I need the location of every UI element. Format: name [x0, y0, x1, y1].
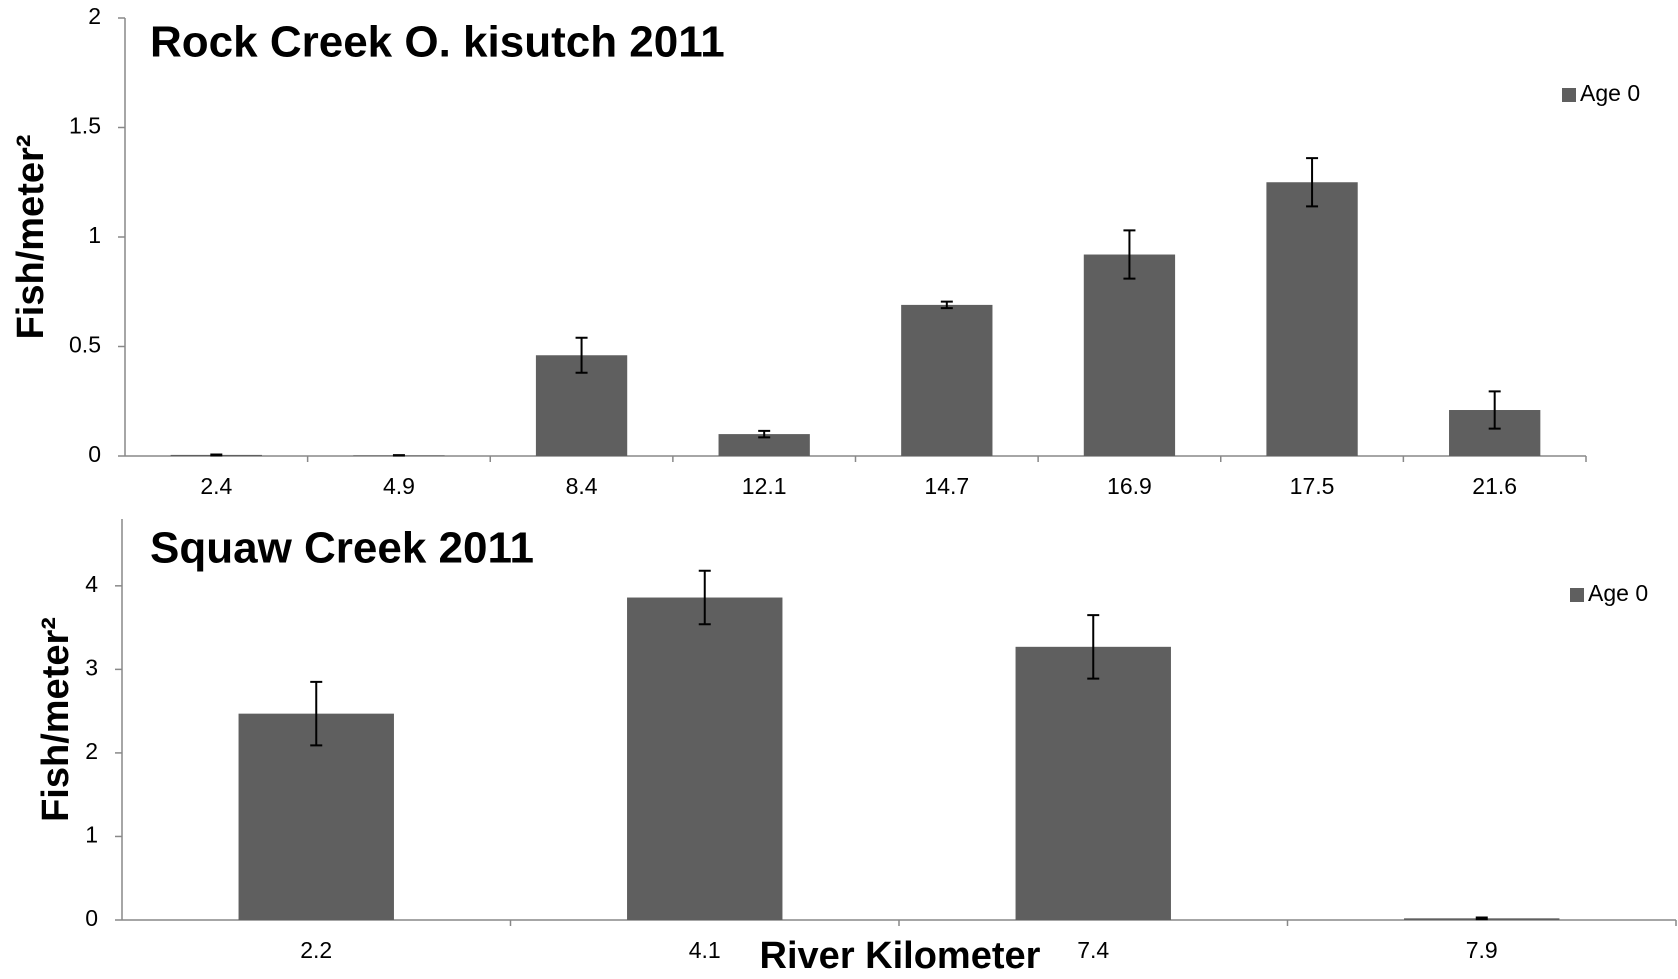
bar — [1083, 254, 1176, 456]
chart-title: Rock Creek O. kisutch 2011 — [150, 18, 725, 67]
error-bar — [1306, 157, 1319, 208]
x-tick-label: 2.2 — [300, 937, 332, 963]
x-tick-label: 17.5 — [1290, 473, 1335, 499]
bar — [1015, 646, 1171, 920]
error-bar — [698, 569, 711, 626]
y-tick-label: 1 — [88, 222, 101, 248]
legend-swatch — [1562, 88, 1576, 102]
x-tick-label: 2.4 — [200, 473, 232, 499]
y-tick-label: 0 — [85, 905, 98, 931]
x-tick-label: 16.9 — [1107, 473, 1152, 499]
x-tick-label: 7.4 — [1077, 937, 1109, 963]
legend-label: Age 0 — [1588, 580, 1648, 606]
error-bar — [1475, 916, 1488, 921]
bar — [627, 597, 783, 920]
y-tick-label: 0.5 — [69, 332, 101, 358]
y-axis-label: Fish/meter² — [35, 617, 77, 822]
legend-label: Age 0 — [1580, 80, 1640, 106]
y-tick-label: 4 — [85, 571, 98, 597]
y-tick-label: 2 — [88, 3, 101, 29]
bar — [1266, 182, 1358, 456]
x-tick-label: 7.9 — [1466, 937, 1498, 963]
bar — [718, 434, 810, 456]
y-axis-label: Fish/meter² — [10, 135, 52, 340]
x-tick-label: 4.9 — [383, 473, 415, 499]
error-bar — [1123, 229, 1136, 280]
error-bar — [758, 429, 771, 439]
error-bar — [1488, 390, 1501, 430]
error-bar — [940, 300, 953, 310]
x-tick-label: 4.1 — [689, 937, 721, 963]
x-tick-label: 8.4 — [566, 473, 598, 499]
y-tick-label: 0 — [88, 441, 101, 467]
error-bar — [575, 336, 588, 374]
x-tick-label: 12.1 — [742, 473, 787, 499]
chart-title: Squaw Creek 2011 — [150, 524, 534, 573]
y-tick-label: 1.5 — [69, 113, 101, 139]
legend-swatch — [1570, 588, 1584, 602]
x-tick-label: 14.7 — [924, 473, 969, 499]
error-bar — [1087, 614, 1100, 680]
error-bar — [310, 680, 323, 747]
x-axis-label: River Kilometer — [760, 935, 1041, 977]
bar — [901, 304, 993, 456]
error-bar — [210, 453, 223, 457]
y-tick-label: 2 — [85, 738, 98, 764]
bar — [238, 713, 394, 920]
y-tick-label: 3 — [85, 654, 98, 680]
y-tick-label: 1 — [85, 822, 98, 848]
x-tick-label: 21.6 — [1472, 473, 1517, 499]
